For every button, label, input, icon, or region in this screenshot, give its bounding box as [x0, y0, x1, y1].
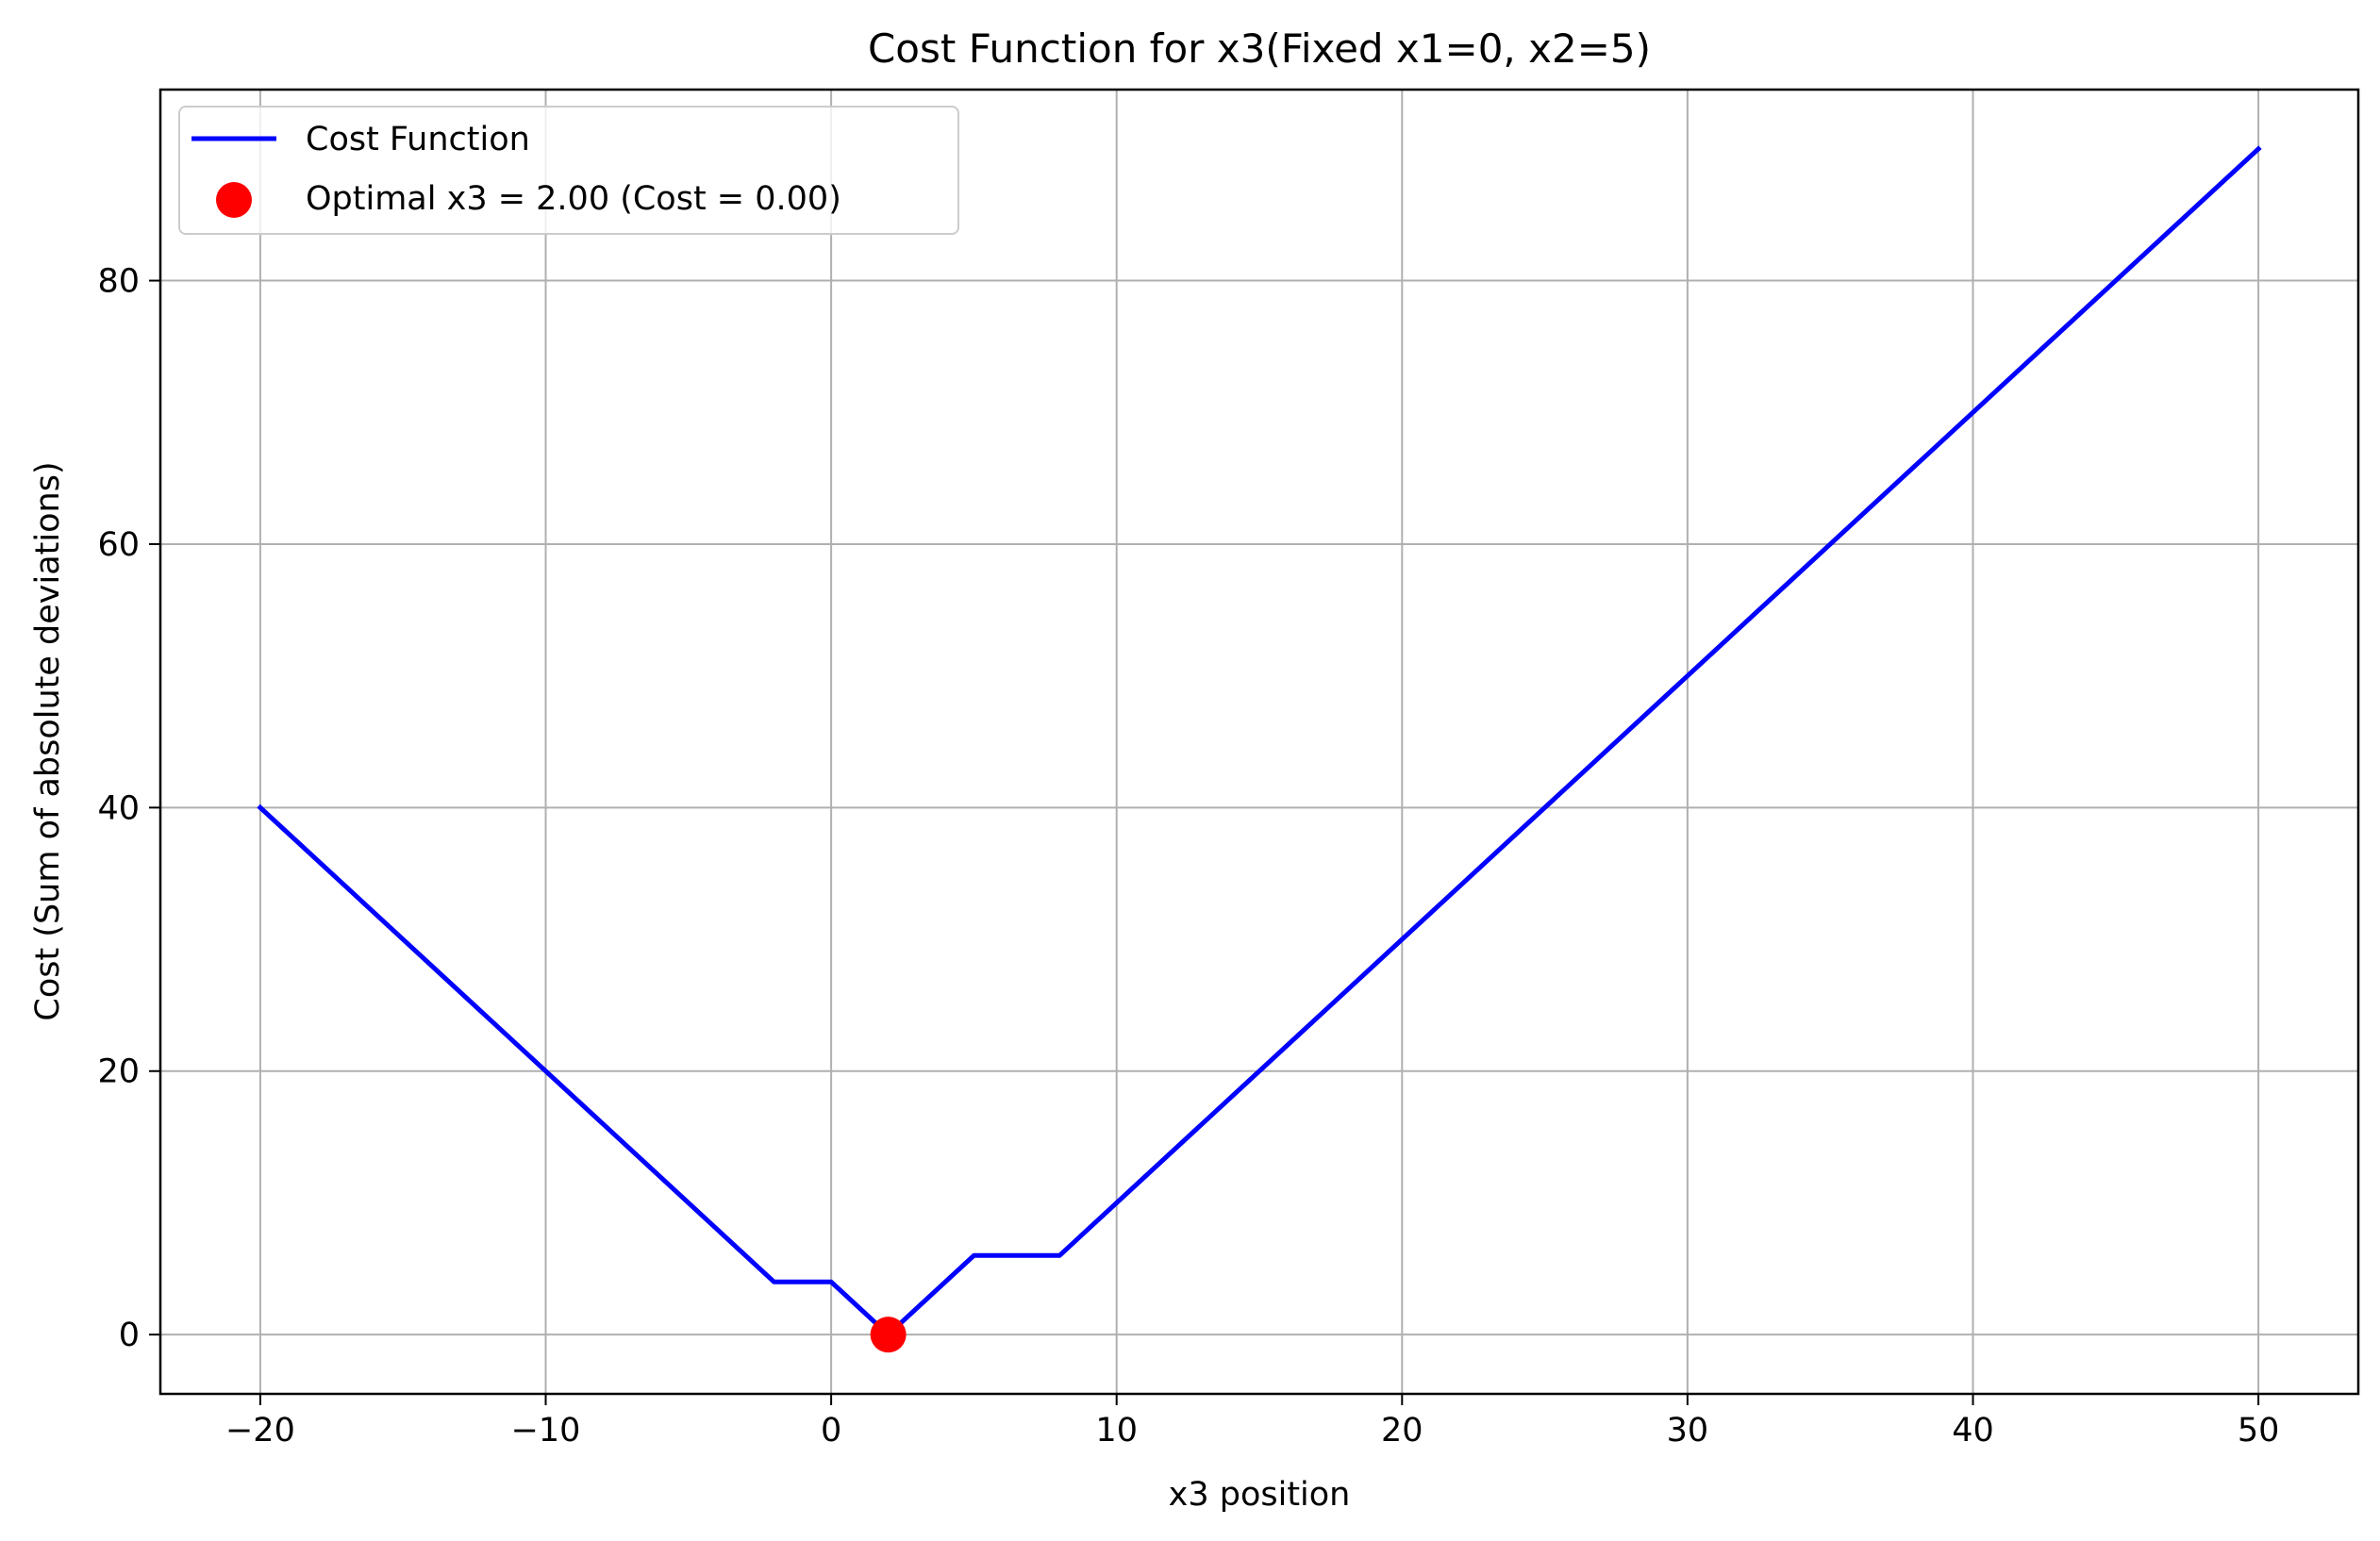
x-axis-label: x3 position [1169, 1476, 1351, 1514]
y-tick-label: 80 [97, 263, 140, 301]
y-tick-label: 60 [97, 526, 140, 564]
optimal-point-marker [870, 1317, 907, 1353]
x-axis-ticks: −20 −10 0 10 20 30 40 50 [225, 1394, 2279, 1450]
marker-layer [870, 1317, 907, 1353]
y-tick-label: 40 [97, 789, 140, 827]
legend-label-cost-function: Cost Function [306, 121, 530, 158]
y-axis-ticks: 0 20 40 60 80 [97, 263, 160, 1354]
chart-title: Cost Function for x3(Fixed x1=0, x2=5) [868, 25, 1651, 72]
legend: Cost Function Optimal x3 = 2.00 (Cost = … [178, 106, 959, 235]
x-tick-label: 0 [821, 1412, 841, 1450]
legend-marker-swatch [216, 182, 252, 218]
x-tick-label: 20 [1381, 1412, 1423, 1450]
x-tick-label: 50 [2238, 1412, 2280, 1450]
plot-frame [158, 88, 2360, 1396]
legend-label-optimal: Optimal x3 = 2.00 (Cost = 0.00) [306, 180, 841, 218]
y-axis-label: Cost (Sum of absolute deviations) [29, 461, 67, 1020]
y-tick-label: 20 [97, 1053, 140, 1091]
x-tick-label: 40 [1952, 1412, 1994, 1450]
x-tick-label: 10 [1095, 1412, 1138, 1450]
x-tick-label: 30 [1667, 1412, 1709, 1450]
x-tick-label: −10 [511, 1412, 581, 1450]
y-tick-label: 0 [119, 1317, 140, 1354]
legend-box [178, 106, 959, 235]
x-tick-label: −20 [225, 1412, 295, 1450]
